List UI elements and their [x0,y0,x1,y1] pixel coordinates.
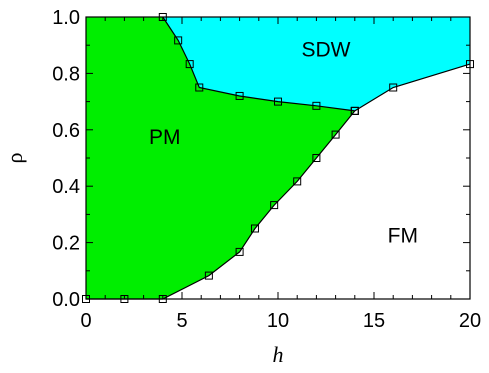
data-point [293,177,302,186]
data-point [312,154,321,162]
data-point [235,247,244,256]
y-tick-label: 0.4 [52,176,80,198]
y-tick-label: 0.0 [52,289,80,311]
x-tick-label: 0 [80,310,91,332]
x-tick-label: 10 [267,310,289,332]
data-point [274,97,282,106]
pm-region [86,17,355,299]
x-tick-label: 5 [176,310,187,332]
phase-regions [86,17,471,299]
x-tick-label: 20 [459,310,481,332]
data-markers [82,13,474,303]
data-point [389,83,398,92]
x-axis-title: h [273,342,284,367]
data-point [331,130,340,139]
y-axis-title: ρ [2,152,27,163]
data-point [270,201,279,210]
y-tick-label: 0.8 [52,63,80,85]
data-point [185,60,194,69]
tick-labels: 0 5 10 15 20 0.0 0.2 0.4 0.6 0.8 1.0 [52,7,481,332]
data-point [250,224,259,233]
x-tick-label: 15 [363,310,385,332]
y-tick-label: 0.2 [52,233,80,255]
region-label-fm: FM [388,225,418,248]
region-label-sdw: SDW [302,38,351,61]
y-tick-label: 1.0 [52,7,80,29]
region-label-pm: PM [149,126,181,149]
data-point [312,101,321,110]
boundary-line-3 [354,63,471,112]
data-point [204,271,213,280]
data-point [195,83,204,92]
data-point [350,106,359,115]
region-labels: PM SDW FM [149,38,418,247]
data-point [235,91,244,100]
data-point [174,36,183,45]
y-tick-label: 0.6 [52,120,80,142]
axis-ticks [85,16,471,300]
